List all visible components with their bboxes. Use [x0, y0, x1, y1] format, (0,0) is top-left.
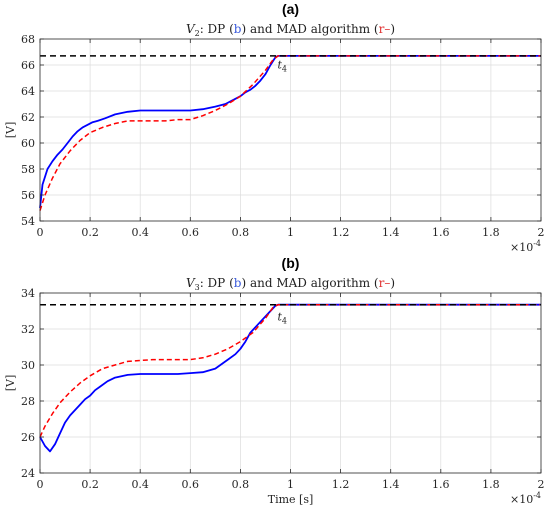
x-axis-label: Time [s] [268, 493, 314, 506]
chart-title: V2: DP (b) and MAD algorithm (r–) [186, 22, 395, 38]
series-line-dp [39, 303, 541, 453]
series-line-dp [39, 55, 541, 209]
x-tick-label: 1.6 [432, 226, 450, 239]
x-tick-label: 0.4 [131, 226, 149, 239]
y-tick-label: 64 [21, 85, 35, 98]
x-tick-label: 1 [287, 226, 294, 239]
y-tick-label: 54 [21, 215, 35, 228]
annotation-t4: t4 [277, 58, 287, 73]
x-tick-label: 1.4 [382, 478, 400, 491]
y-tick-label: 30 [21, 359, 35, 372]
x-tick-label: 1.2 [332, 226, 350, 239]
series-line-mad [39, 303, 541, 438]
x-exponent-label: ×10-4 [510, 491, 541, 506]
y-tick-label: 68 [21, 33, 35, 46]
x-tick-label: 0 [37, 226, 44, 239]
x-tick-label: 0.8 [232, 478, 250, 491]
x-tick-label: 0.6 [182, 226, 200, 239]
y-axis-label: [V] [4, 122, 17, 139]
x-tick-label: 1.8 [482, 226, 500, 239]
x-tick-label: 0.8 [232, 226, 250, 239]
annotation-t4: t4 [277, 311, 287, 326]
x-tick-label: 1.8 [482, 478, 500, 491]
x-tick-label: 0.4 [131, 478, 149, 491]
x-tick-label: 0.2 [81, 226, 99, 239]
y-tick-label: 58 [21, 163, 35, 176]
x-tick-label: 0.2 [81, 478, 99, 491]
y-tick-label: 28 [21, 395, 35, 408]
x-tick-label: 1 [287, 478, 294, 491]
chart-panel-2: 0 0.2 0.4 0.6 0.8 1 1.2 1.4 1.6 1.8 2 24 26 28 30 32 34 ×… [4, 255, 545, 506]
panel-label: (a) [282, 1, 299, 17]
y-tick-label: 24 [21, 467, 35, 480]
panel-label: (b) [282, 255, 300, 271]
x-tick-label: 2 [538, 478, 545, 491]
series-line-mad [39, 55, 541, 211]
y-tick-label: 62 [21, 111, 35, 124]
x-tick-label: 1.6 [432, 478, 450, 491]
x-exponent-label: ×10-4 [510, 239, 541, 254]
y-tick-label: 60 [21, 137, 35, 150]
y-tick-label: 34 [21, 287, 35, 300]
chart-title: V3: DP (b) and MAD algorithm (r–) [186, 276, 395, 292]
x-tick-label: 0.6 [182, 478, 200, 491]
x-tick-label: 2 [538, 226, 545, 239]
y-tick-label: 66 [21, 59, 35, 72]
y-tick-label: 56 [21, 189, 35, 202]
x-tick-label: 0 [37, 478, 44, 491]
x-tick-label: 1.2 [332, 478, 350, 491]
x-tick-label: 1.4 [382, 226, 400, 239]
y-tick-label: 32 [21, 323, 35, 336]
y-axis-label: [V] [4, 375, 17, 392]
y-tick-label: 26 [21, 431, 35, 444]
chart-panel-1: 0 0.2 0.4 0.6 0.8 1 1.2 1.4 1.6 1.8 2 54 56 58 60 62 64 6… [4, 1, 545, 254]
